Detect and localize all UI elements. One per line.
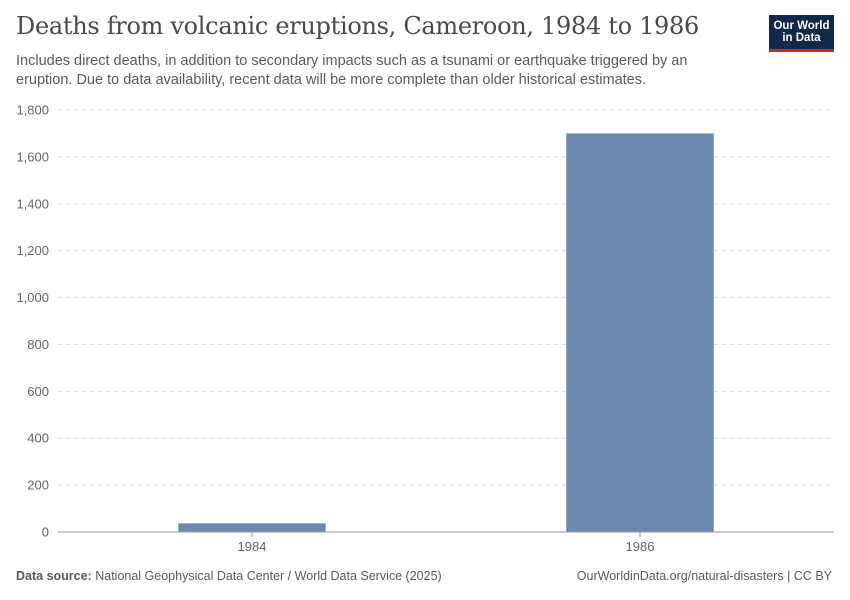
chart-title: Deaths from volcanic eruptions, Cameroon… [16, 12, 699, 40]
y-tick-label: 1,800 [16, 103, 49, 118]
logo-line-2: in Data [782, 32, 821, 44]
y-tick-label: 1,200 [16, 243, 49, 258]
y-tick-label: 1,600 [16, 149, 49, 164]
x-tick-label: 1986 [626, 539, 655, 554]
y-tick-label: 1,400 [16, 196, 49, 211]
owid-logo[interactable]: Our World in Data [769, 15, 834, 52]
bar-1986[interactable] [566, 133, 714, 532]
y-tick-label: 600 [27, 384, 49, 399]
source-link[interactable]: OurWorldinData.org/natural-disasters | C… [576, 569, 832, 583]
y-tick-label: 800 [27, 337, 49, 352]
y-axis-ticks: 0 200 400 600 800 1,000 1,200 1,400 1,600 1,800 [16, 103, 49, 540]
data-source: Data source: National Geophysical Data C… [16, 569, 442, 583]
bars [178, 133, 714, 532]
data-source-text: National Geophysical Data Center / World… [95, 569, 442, 583]
chart-subtitle: Includes direct deaths, in addition to s… [16, 53, 688, 88]
y-tick-label: 200 [27, 478, 49, 493]
x-tick-label: 1984 [238, 539, 267, 554]
logo-line-1: Our World [773, 20, 830, 32]
data-source-label: Data source: [16, 569, 92, 583]
y-tick-label: 1,000 [16, 290, 49, 305]
y-tick-label: 400 [27, 431, 49, 446]
bar-1984[interactable] [178, 523, 326, 532]
y-tick-label: 0 [42, 525, 49, 540]
x-axis-ticks: 1984 1986 [238, 532, 655, 554]
gridlines [58, 109, 834, 486]
